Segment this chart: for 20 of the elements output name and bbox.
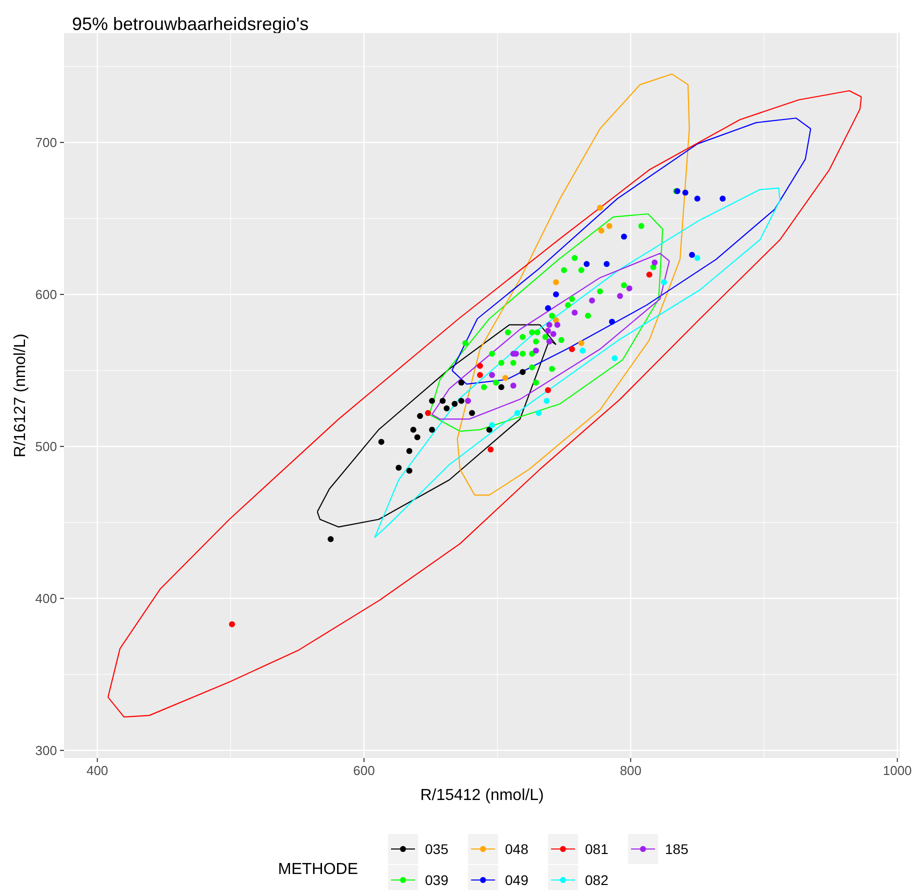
y-tick-label: 700 [35,134,57,150]
legend-label: 035 [425,841,449,857]
legend-label: 185 [665,841,689,857]
y-tick-label: 400 [35,590,57,606]
legend-label: 039 [425,872,449,888]
legend-label: 049 [505,872,529,888]
y-tick-label: 600 [35,286,57,302]
y-tick-label: 300 [35,742,57,758]
x-axis-title: R/15412 (nmol/L) [420,787,544,804]
x-tick-label: 400 [86,763,108,778]
legend-label: 081 [585,841,609,857]
legend-label: 048 [505,841,529,857]
legend-label: 082 [585,872,609,888]
x-tick-label: 1000 [882,763,912,778]
x-tick-label: 600 [353,763,375,778]
chart-title: 95% betrouwbaarheidsregio's [72,14,309,34]
legend-title: METHODE [278,861,358,878]
x-tick-label: 800 [620,763,642,778]
y-axis-title: R/16127 (nmol/L) [12,334,29,458]
y-tick-label: 500 [35,438,57,454]
